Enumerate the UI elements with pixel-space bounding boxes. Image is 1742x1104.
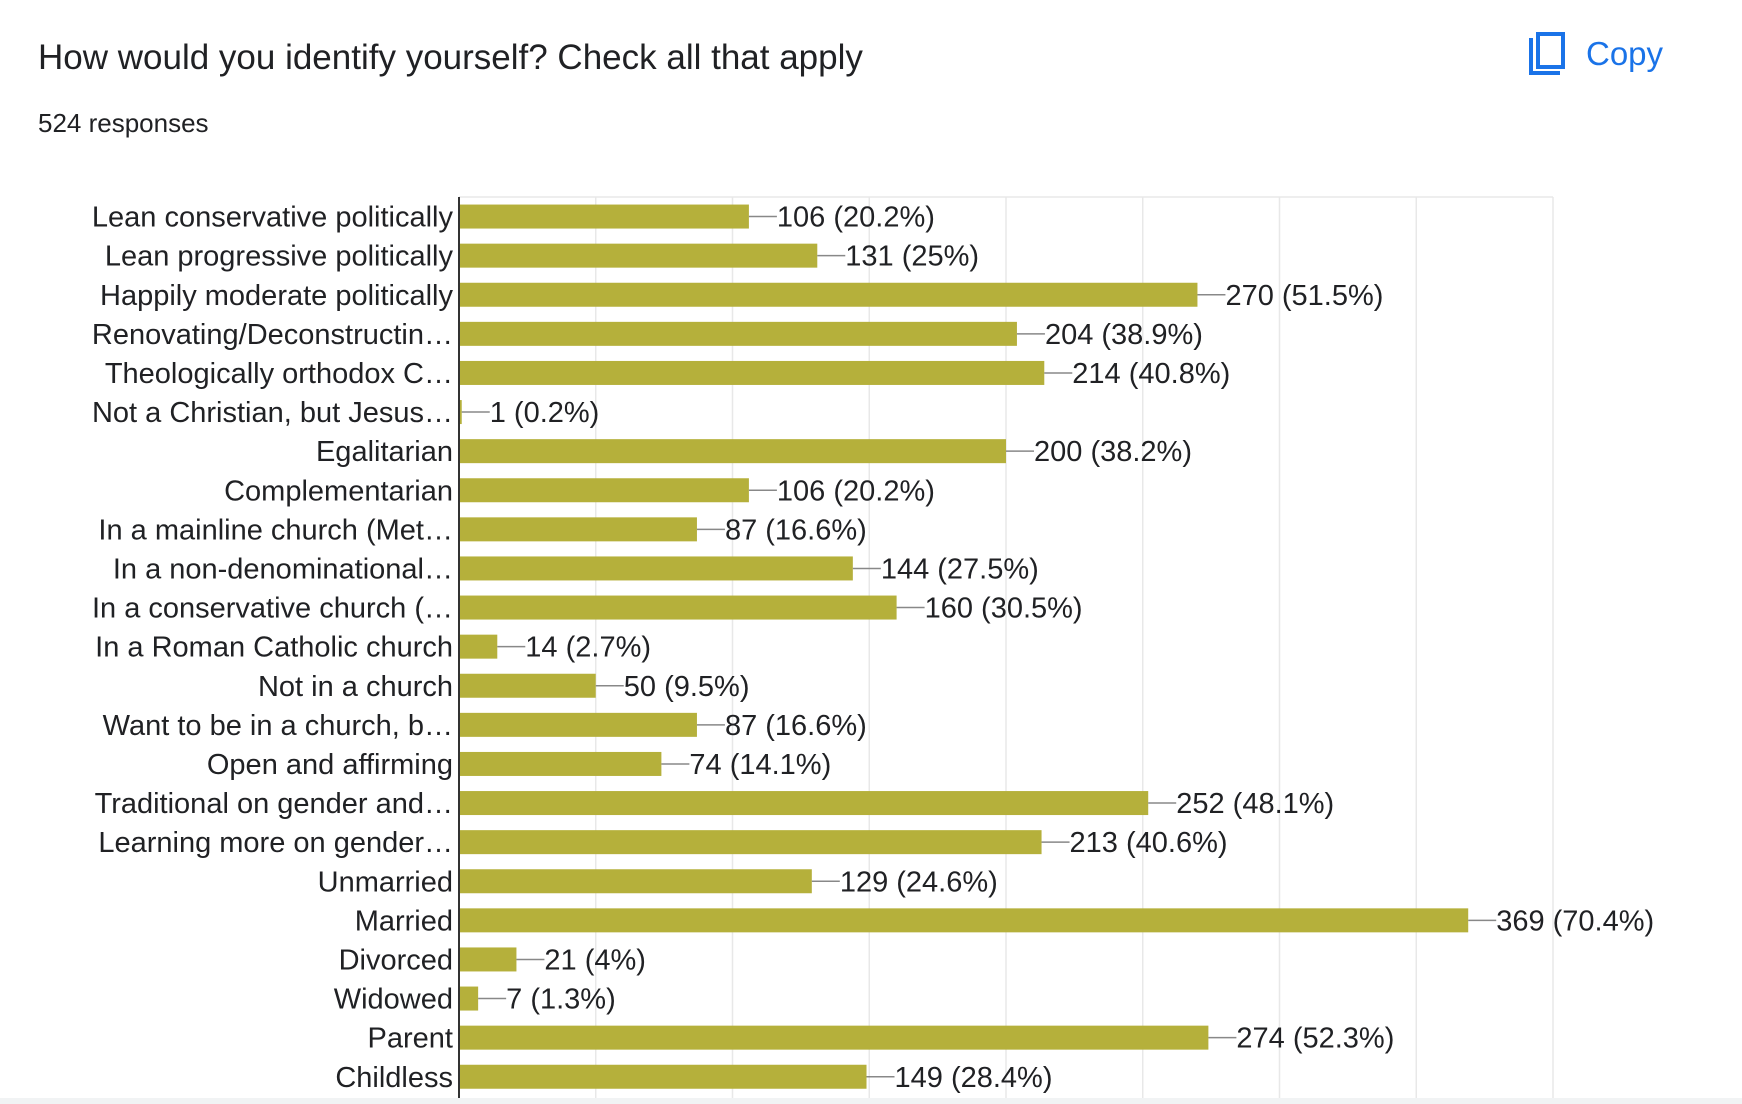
bar bbox=[459, 751, 662, 776]
data-label: 87 (16.6%) bbox=[725, 710, 867, 742]
data-label: 270 (51.5%) bbox=[1225, 280, 1383, 312]
bar bbox=[459, 869, 812, 894]
category-label: In a conservative church (… bbox=[92, 593, 453, 625]
bar bbox=[459, 1025, 1209, 1050]
category-label: Traditional on gender and… bbox=[95, 788, 453, 820]
bar bbox=[459, 478, 749, 503]
category-label: Unmarried bbox=[318, 866, 453, 898]
bar bbox=[459, 791, 1149, 816]
bar bbox=[459, 204, 749, 229]
category-label: Divorced bbox=[339, 944, 453, 976]
bar bbox=[459, 360, 1045, 385]
category-label: Lean conservative politically bbox=[92, 202, 454, 234]
category-label: Not in a church bbox=[258, 671, 453, 703]
category-label: Complementarian bbox=[224, 475, 453, 507]
bar bbox=[459, 243, 818, 268]
data-label: 74 (14.1%) bbox=[689, 749, 831, 781]
data-label: 274 (52.3%) bbox=[1236, 1023, 1394, 1055]
data-label: 21 (4%) bbox=[544, 944, 646, 976]
category-label: Open and affirming bbox=[207, 749, 453, 781]
bar bbox=[459, 439, 1006, 464]
response-count: 524 responses bbox=[38, 108, 209, 138]
bar bbox=[459, 908, 1469, 933]
category-label: Renovating/Deconstructin… bbox=[92, 319, 453, 351]
data-label: 106 (20.2%) bbox=[777, 475, 935, 507]
copy-icon bbox=[1528, 31, 1566, 77]
data-label: 149 (28.4%) bbox=[895, 1062, 1053, 1094]
bar bbox=[459, 1064, 867, 1089]
bottom-divider bbox=[0, 1098, 1742, 1104]
data-label: 14 (2.7%) bbox=[525, 632, 651, 664]
bar bbox=[459, 634, 498, 659]
data-label: 369 (70.4%) bbox=[1496, 905, 1654, 937]
category-label: Want to be in a church, b… bbox=[103, 710, 453, 742]
data-label: 213 (40.6%) bbox=[1070, 827, 1228, 859]
category-label: Widowed bbox=[334, 984, 453, 1016]
bar bbox=[459, 556, 853, 581]
data-label: 7 (1.3%) bbox=[506, 984, 616, 1016]
category-label: Not a Christian, but Jesus… bbox=[92, 397, 453, 429]
category-label: Egalitarian bbox=[316, 436, 453, 468]
data-label: 200 (38.2%) bbox=[1034, 436, 1192, 468]
category-label: Learning more on gender… bbox=[98, 827, 453, 859]
bar bbox=[459, 986, 479, 1011]
bar bbox=[459, 595, 897, 620]
copy-label: Copy bbox=[1586, 35, 1664, 72]
data-label: 204 (38.9%) bbox=[1045, 319, 1203, 351]
copy-button[interactable]: Copy bbox=[1528, 24, 1698, 84]
bar bbox=[459, 673, 596, 698]
bar bbox=[459, 400, 462, 425]
bar bbox=[459, 321, 1017, 346]
data-label: 131 (25%) bbox=[845, 241, 979, 273]
data-label: 160 (30.5%) bbox=[925, 593, 1083, 625]
data-label: 106 (20.2%) bbox=[777, 202, 935, 234]
category-label: In a mainline church (Met… bbox=[98, 514, 453, 546]
data-label: 1 (0.2%) bbox=[490, 397, 600, 429]
category-label: Lean progressive politically bbox=[105, 241, 454, 273]
category-label: Happily moderate politically bbox=[100, 280, 453, 312]
bar bbox=[459, 830, 1042, 855]
category-label: Parent bbox=[368, 1023, 453, 1055]
category-label: In a non-denominational… bbox=[113, 553, 453, 585]
bar bbox=[459, 282, 1198, 307]
data-label: 87 (16.6%) bbox=[725, 514, 867, 546]
data-label: 252 (48.1%) bbox=[1176, 788, 1334, 820]
data-label: 144 (27.5%) bbox=[881, 553, 1039, 585]
bar bbox=[459, 712, 697, 737]
question-title: How would you identify yourself? Check a… bbox=[38, 38, 863, 77]
category-label: Childless bbox=[335, 1062, 453, 1094]
category-label: In a Roman Catholic church bbox=[95, 632, 453, 664]
data-label: 50 (9.5%) bbox=[624, 671, 750, 703]
bar bbox=[459, 517, 697, 542]
category-label: Theologically orthodox C… bbox=[105, 358, 453, 390]
data-label: 129 (24.6%) bbox=[840, 866, 998, 898]
category-label: Married bbox=[355, 905, 453, 937]
bar bbox=[459, 947, 517, 972]
data-label: 214 (40.8%) bbox=[1072, 358, 1230, 390]
